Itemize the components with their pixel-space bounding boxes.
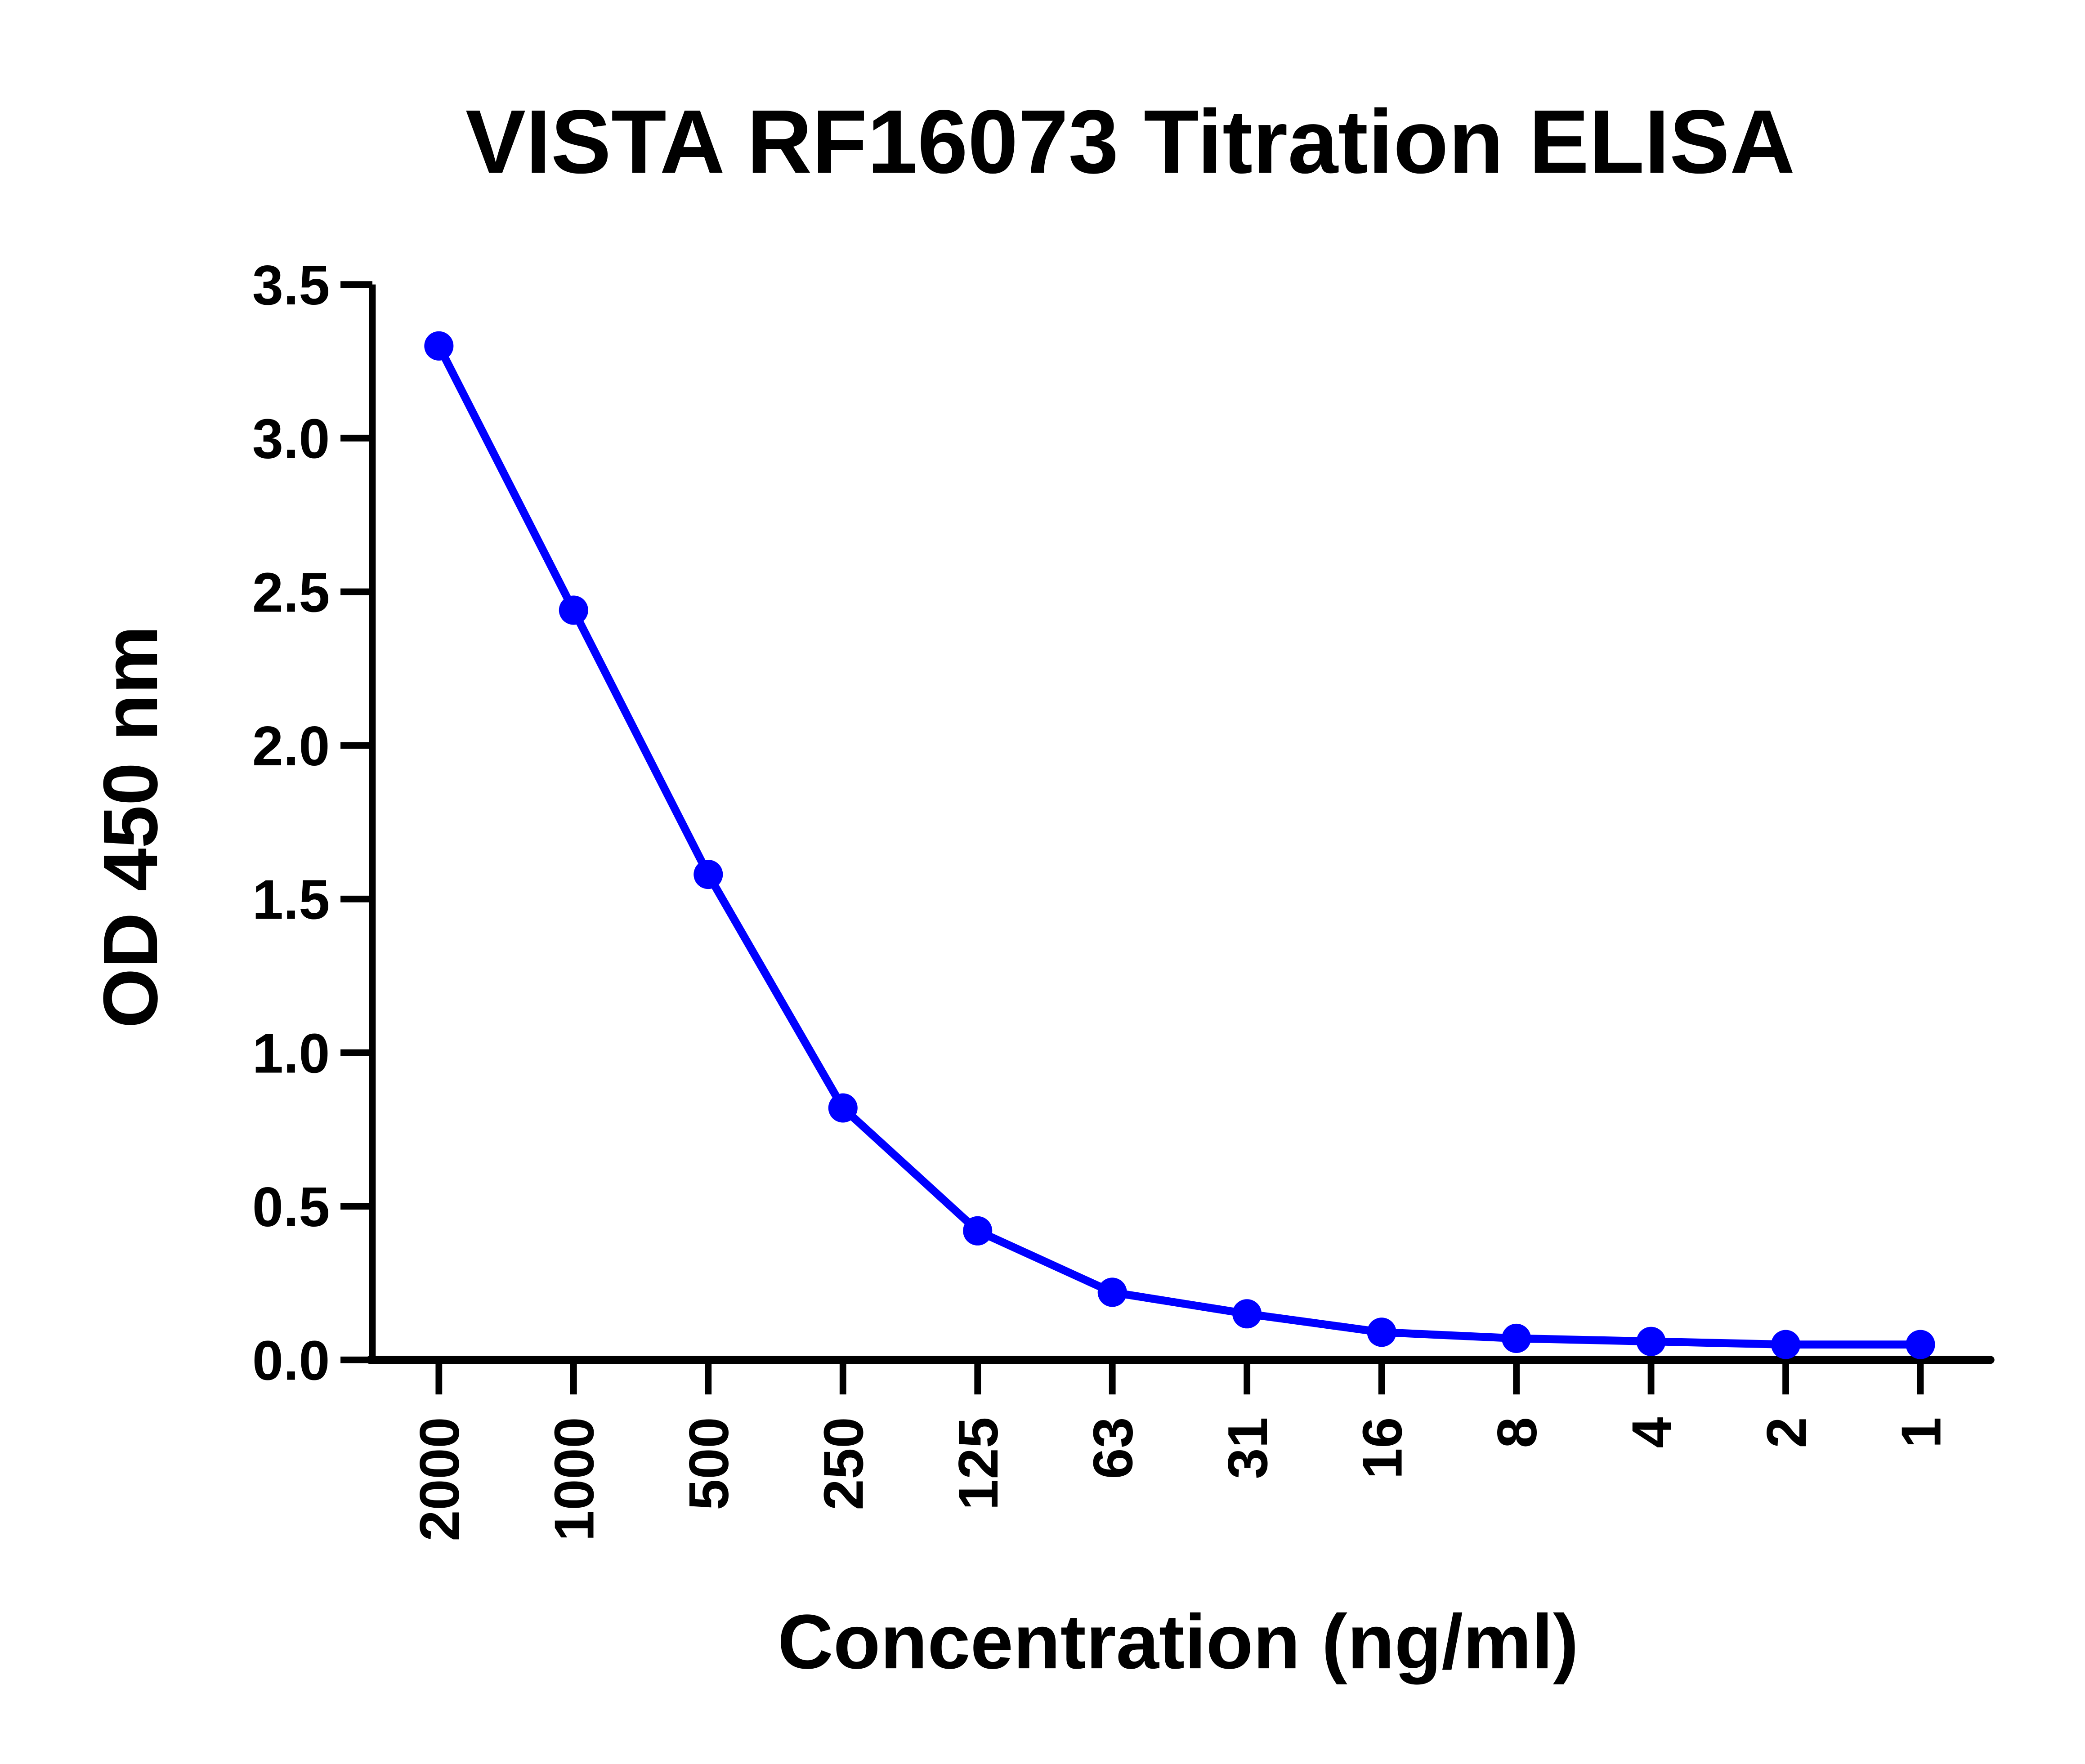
y-tick-label: 1.0 [252,1023,330,1085]
data-point [828,1093,858,1123]
x-tick-label: 2000 [409,1417,471,1541]
y-tick-label: 0.5 [252,1176,330,1238]
x-tick-label: 125 [948,1417,1010,1510]
data-point [424,331,454,361]
x-tick-label: 63 [1083,1417,1145,1479]
data-point [1502,1323,1531,1353]
chart-title: VISTA RF16073 Titration ELISA [465,91,1795,192]
x-tick-label: 31 [1217,1417,1279,1479]
series-line [435,344,1921,1349]
y-tick-label: 2.0 [252,715,330,777]
y-tick-label: 0.0 [252,1330,330,1392]
y-tick-label: 3.5 [252,255,330,317]
x-tick-label: 16 [1351,1417,1414,1479]
x-tick-label: 500 [678,1417,740,1510]
data-point [963,1216,993,1246]
data-point [1906,1330,1935,1359]
x-tick-label: 250 [813,1417,875,1510]
x-axis-label: Concentration (ng/ml) [778,1599,1579,1685]
y-axis-label: OD 450 nm [88,625,174,1028]
x-tick-label: 4 [1621,1417,1683,1448]
data-point [694,860,723,889]
data-point [1771,1330,1801,1359]
data-point [1636,1326,1666,1356]
y-tick-label: 3.0 [252,408,330,470]
data-point [1097,1277,1127,1307]
data-point [1232,1299,1262,1329]
x-tick-label: 2 [1756,1417,1818,1448]
x-tick-label: 1000 [544,1417,606,1541]
y-tick-label: 2.5 [252,562,330,624]
data-point [1367,1317,1396,1347]
x-tick-label: 8 [1486,1417,1548,1448]
y-tick-label: 1.5 [252,869,330,931]
data-point [559,595,588,625]
x-tick-label: 1 [1890,1417,1952,1448]
